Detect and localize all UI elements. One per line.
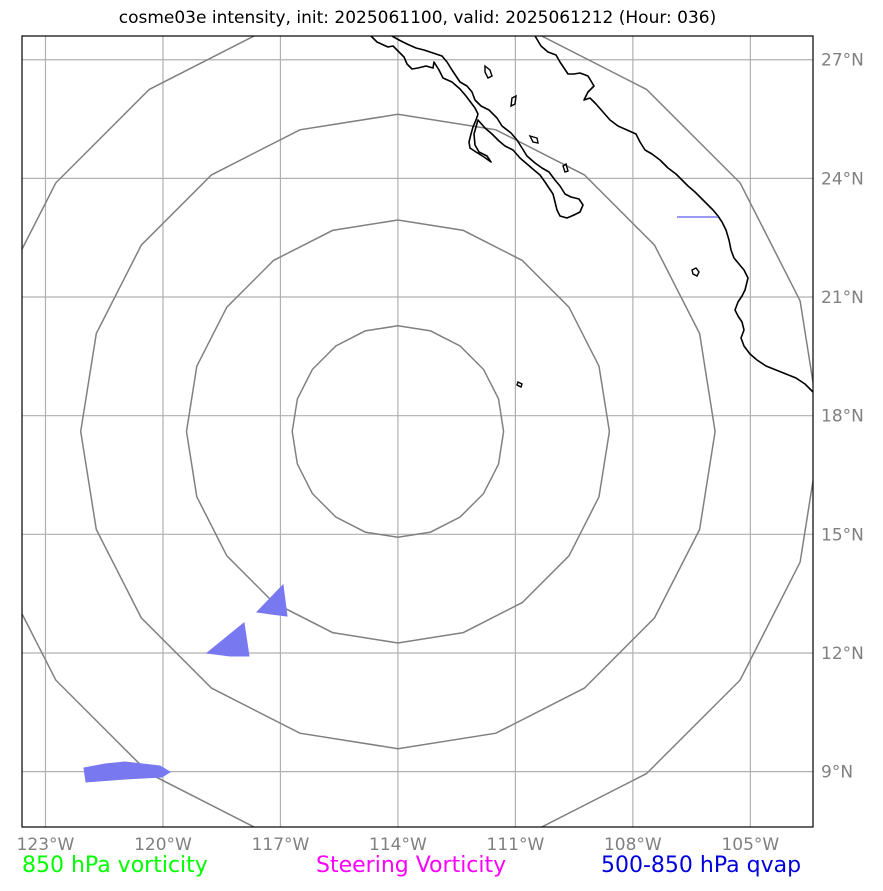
map-title: cosme03e intensity, init: 2025061100, va… — [118, 8, 717, 28]
latitude-labels: 9°N 12°N 15°N 18°N 21°N 24°N 27°N — [821, 51, 864, 783]
mainland-mexico-coastline — [534, 36, 813, 393]
longitude-labels: 123°W 120°W 117°W 114°W 111°W 108°W 105°W — [17, 835, 780, 855]
longitude-label: 117°W — [252, 835, 310, 855]
range-rings — [22, 36, 813, 827]
qvap-patch-1 — [255, 583, 288, 617]
qvap-patch-2 — [205, 622, 250, 657]
islas-marias — [691, 267, 700, 277]
longitude-label: 108°W — [604, 835, 662, 855]
gulf-island-4 — [562, 162, 569, 173]
latitude-label: 12°N — [821, 644, 864, 664]
latitude-label: 18°N — [821, 407, 864, 427]
latitude-label: 24°N — [821, 169, 864, 189]
longitude-label: 111°W — [487, 835, 545, 855]
longitude-label: 120°W — [134, 835, 192, 855]
range-ring — [185, 219, 611, 644]
coastline — [370, 36, 813, 393]
legend-850hpa-vorticity: 850 hPa vorticity — [22, 853, 208, 878]
latitude-label: 21°N — [821, 288, 864, 308]
gulf-island-1 — [484, 64, 493, 79]
gulf-island-3 — [528, 134, 539, 144]
map-background — [22, 36, 813, 827]
latitude-label: 9°N — [821, 763, 853, 783]
baja-california-coastline — [370, 36, 584, 219]
gulf-island-2 — [510, 94, 517, 108]
range-ring — [22, 36, 813, 827]
range-ring — [79, 113, 716, 750]
qvap-areas — [83, 216, 718, 783]
socorro-island — [516, 381, 523, 388]
latitude-label: 15°N — [821, 525, 864, 545]
longitude-label: 114°W — [369, 835, 427, 855]
latitude-label: 27°N — [821, 51, 864, 71]
qvap-patch-3 — [83, 761, 171, 783]
map-frame — [21, 35, 814, 828]
longitude-label: 105°W — [721, 835, 779, 855]
legend-steering-vorticity: Steering Vorticity — [316, 853, 507, 878]
range-ring — [291, 325, 505, 538]
longitude-label: 123°W — [17, 835, 75, 855]
legend-qvap: 500-850 hPa qvap — [601, 853, 802, 878]
